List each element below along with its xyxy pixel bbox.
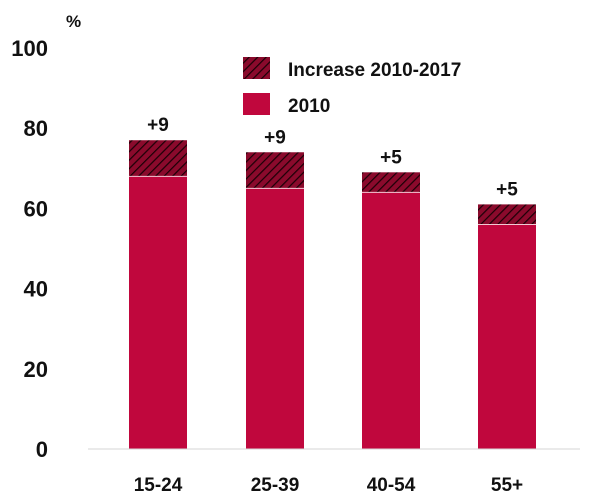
data-label: +5	[380, 147, 402, 168]
y-tick-label: 20	[24, 357, 48, 382]
x-axis-tick-labels: 15-24 25-39 40-54 55+	[134, 475, 523, 495]
bar-2010	[362, 192, 420, 450]
bars	[129, 140, 536, 450]
x-tick-label: 55+	[491, 475, 523, 495]
x-tick-label: 40-54	[367, 475, 416, 495]
legend-label-2010: 2010	[288, 96, 330, 117]
y-tick-label: 100	[11, 36, 48, 61]
data-label: +9	[147, 115, 169, 136]
bar-2010	[129, 176, 187, 449]
bar-2010	[478, 224, 536, 449]
x-tick-label: 15-24	[134, 475, 183, 495]
bar-increase	[246, 152, 304, 189]
data-label: +5	[496, 179, 518, 200]
y-axis-ticks: 0 20 40 60 80 100	[11, 36, 48, 462]
legend-label-increase: Increase 2010-2017	[288, 60, 461, 81]
legend-swatch-increase	[243, 57, 270, 79]
y-axis-unit: %	[66, 12, 81, 31]
legend-swatch-2010	[243, 93, 270, 115]
bar-2010	[246, 188, 304, 449]
bar-increase	[129, 140, 187, 177]
bar-increase	[478, 204, 536, 225]
x-tick-label: 25-39	[251, 475, 300, 495]
y-tick-label: 80	[24, 116, 48, 141]
y-tick-label: 0	[36, 437, 48, 462]
data-label: +9	[264, 127, 286, 148]
bar-increase	[362, 172, 420, 193]
data-labels: +9 +9 +5 +5	[147, 115, 518, 200]
y-tick-label: 60	[24, 196, 48, 221]
legend: Increase 2010-2017 2010	[243, 57, 461, 117]
y-tick-label: 40	[24, 277, 48, 302]
